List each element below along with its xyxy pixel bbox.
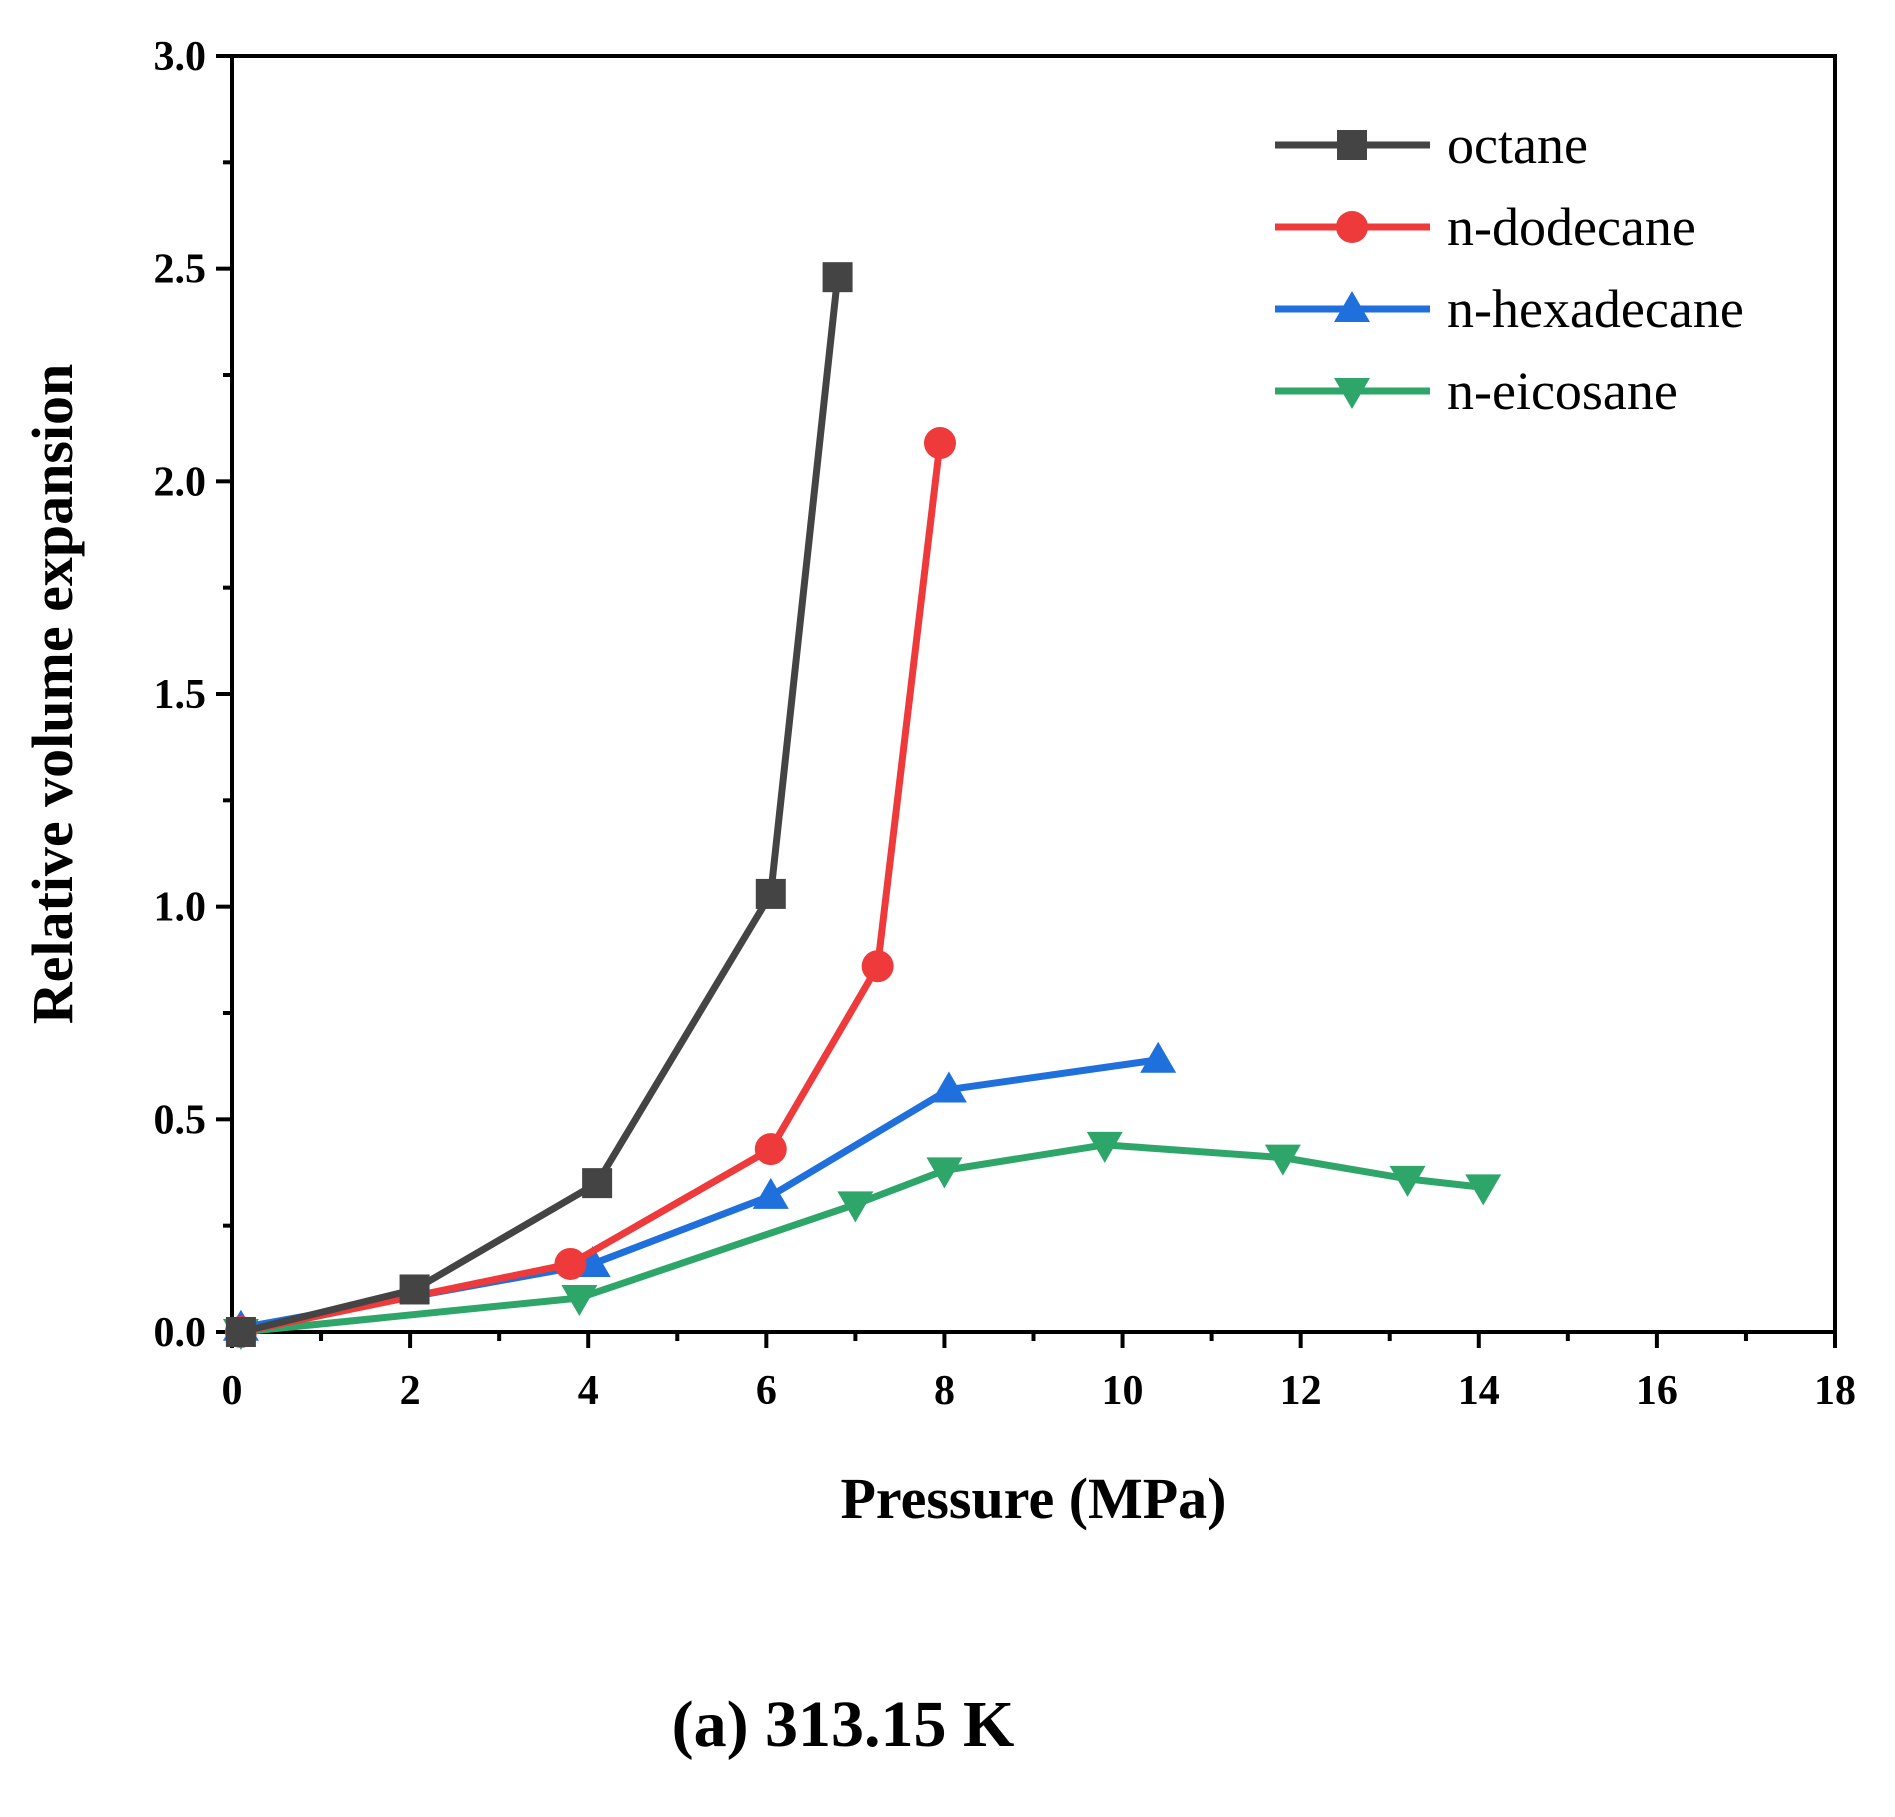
n-dodecane-point <box>923 427 956 460</box>
octane-line <box>237 273 842 1336</box>
n-eicosane-point <box>926 1157 963 1189</box>
x-tick-label: 8 <box>934 1368 955 1414</box>
x-tick-label: 18 <box>1814 1368 1856 1414</box>
n-eicosane-point <box>1086 1131 1123 1163</box>
n-eicosane-point <box>1389 1165 1426 1197</box>
x-tick-label: 16 <box>1636 1368 1678 1414</box>
octane-point <box>822 262 853 293</box>
y-tick-label: 0.5 <box>154 1097 207 1143</box>
n-hexadecane-point <box>752 1177 789 1209</box>
x-tick-label: 4 <box>578 1368 599 1414</box>
n-eicosane-point <box>1465 1174 1502 1206</box>
legend-label: n-hexadecane <box>1447 279 1744 339</box>
series-group <box>222 262 1502 1350</box>
y-tick-label: 3.0 <box>154 34 207 80</box>
series-n-eicosane <box>222 1131 1502 1350</box>
x-tick-label: 12 <box>1280 1368 1322 1414</box>
n-dodecane-point <box>861 950 894 983</box>
y-tick-label: 2.5 <box>154 247 207 293</box>
legend-marker <box>1334 378 1370 409</box>
legend-item-octane: octane <box>1275 115 1588 175</box>
y-axis-title: Relative volume expansion <box>20 364 85 1025</box>
y-tick-label: 2.0 <box>154 459 207 505</box>
y-tick-label: 1.0 <box>154 885 207 931</box>
figure-caption: (a) 313.15 K <box>672 1688 1015 1761</box>
octane-point <box>225 1317 256 1347</box>
legend-marker <box>1337 130 1367 160</box>
axes: 0 2 4 6 8 10 12 14 16 18 0.0 0.5 1.0 1.5 2.0 2.5 3.0 <box>154 34 1857 1414</box>
x-tick-label: 0 <box>222 1368 243 1414</box>
x-tick-label: 14 <box>1458 1368 1500 1414</box>
n-hexadecane-point <box>1140 1041 1177 1073</box>
n-dodecane-point <box>754 1133 787 1166</box>
x-tick-label: 10 <box>1102 1368 1144 1414</box>
legend-marker <box>1336 211 1368 243</box>
octane-point <box>755 878 786 909</box>
legend-item-n-dodecane: n-dodecane <box>1275 197 1696 257</box>
n-eicosane-point <box>837 1191 874 1223</box>
n-dodecane-point <box>554 1247 587 1280</box>
n-eicosane-point <box>561 1284 598 1316</box>
x-axis-title: Pressure (MPa) <box>840 1466 1226 1531</box>
series-octane <box>225 262 853 1347</box>
n-hexadecane-point <box>930 1071 967 1103</box>
legend: octane n-dodecane n-hexadecane n-eicosane <box>1275 115 1744 421</box>
n-eicosane-point <box>1264 1144 1301 1176</box>
legend-label: n-dodecane <box>1447 197 1696 257</box>
x-tick-label: 6 <box>756 1368 777 1414</box>
legend-label: n-eicosane <box>1447 361 1678 421</box>
n-dodecane-line <box>237 439 944 1336</box>
y-tick-label: 1.5 <box>154 672 207 718</box>
y-tick-label: 0.0 <box>154 1310 207 1356</box>
legend-marker <box>1334 291 1370 322</box>
legend-item-n-hexadecane: n-hexadecane <box>1275 279 1744 339</box>
octane-point <box>399 1274 430 1305</box>
n-eicosane-line <box>237 1141 1487 1336</box>
legend-item-n-eicosane: n-eicosane <box>1275 361 1678 421</box>
legend-label: octane <box>1447 115 1588 175</box>
octane-point <box>582 1168 613 1199</box>
x-tick-label: 2 <box>400 1368 421 1414</box>
